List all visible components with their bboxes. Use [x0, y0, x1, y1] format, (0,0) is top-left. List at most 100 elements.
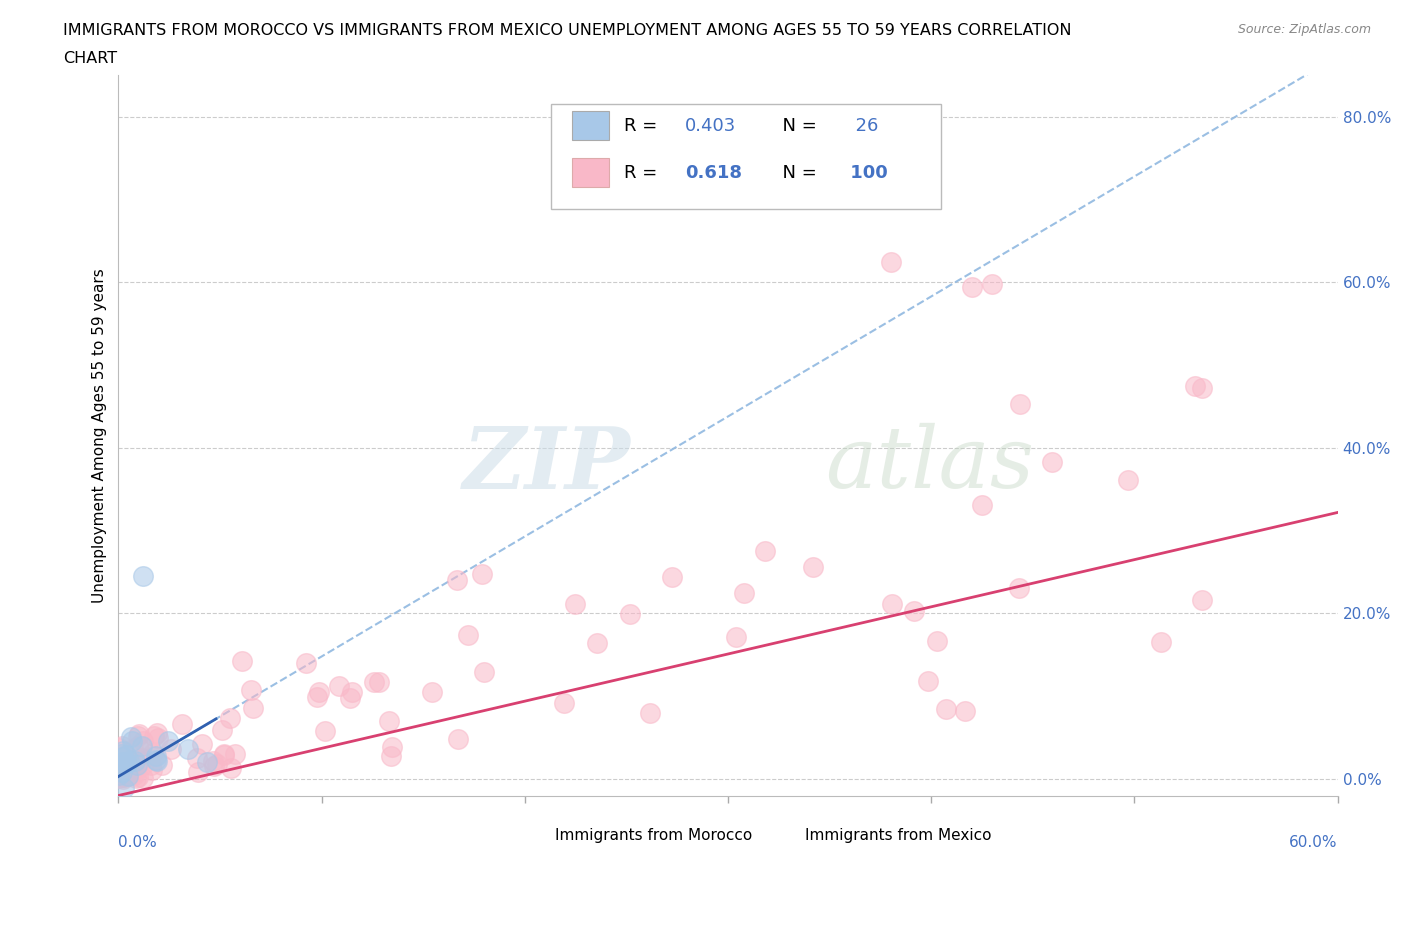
Point	[177, 742, 200, 757]
Point	[202, 759, 225, 774]
Point	[970, 498, 993, 512]
Point	[114, 748, 136, 763]
Point	[638, 706, 661, 721]
Point	[112, 756, 135, 771]
Point	[141, 763, 163, 777]
Text: Source: ZipAtlas.com: Source: ZipAtlas.com	[1237, 23, 1371, 36]
Point	[754, 544, 776, 559]
Point	[112, 769, 135, 784]
Point	[190, 737, 212, 751]
Point	[114, 764, 136, 778]
Point	[733, 586, 755, 601]
Bar	[572, 158, 609, 187]
Point	[211, 723, 233, 737]
Point	[368, 675, 391, 690]
Point	[1008, 396, 1031, 411]
Point	[141, 758, 163, 773]
Point	[111, 770, 134, 785]
Point	[960, 279, 983, 294]
Point	[457, 628, 479, 643]
Point	[115, 756, 138, 771]
Point	[1008, 581, 1031, 596]
Point	[111, 764, 134, 779]
Point	[195, 754, 218, 769]
Point	[146, 730, 169, 745]
Point	[146, 753, 169, 768]
Text: 0.403: 0.403	[685, 117, 737, 135]
Point	[132, 770, 155, 785]
Point	[127, 728, 149, 743]
Point	[1184, 379, 1206, 393]
Point	[132, 758, 155, 773]
Point	[339, 691, 361, 706]
Point	[131, 738, 153, 753]
Point	[378, 714, 401, 729]
Point	[1191, 592, 1213, 607]
Point	[1150, 634, 1173, 649]
Text: 0.0%: 0.0%	[118, 835, 157, 850]
Point	[381, 739, 404, 754]
Point	[619, 606, 641, 621]
Point	[120, 730, 142, 745]
Point	[471, 566, 494, 581]
Point	[156, 734, 179, 749]
Point	[801, 560, 824, 575]
Point	[724, 630, 747, 644]
Point	[108, 767, 131, 782]
Point	[935, 701, 957, 716]
Point	[294, 656, 316, 671]
Point	[207, 756, 229, 771]
Point	[122, 768, 145, 783]
Point	[125, 771, 148, 786]
Text: 60.0%: 60.0%	[1289, 835, 1337, 850]
Point	[146, 725, 169, 740]
Point	[472, 665, 495, 680]
Point	[380, 749, 402, 764]
Point	[124, 754, 146, 769]
Point	[132, 569, 155, 584]
Point	[553, 696, 575, 711]
Point	[145, 752, 167, 767]
Point	[114, 749, 136, 764]
Text: Immigrants from Morocco: Immigrants from Morocco	[555, 829, 752, 844]
Point	[903, 604, 925, 618]
Point	[239, 683, 262, 698]
Point	[363, 674, 385, 689]
Point	[328, 678, 350, 693]
Point	[132, 733, 155, 748]
Text: R =: R =	[624, 117, 664, 135]
Text: atlas: atlas	[825, 423, 1035, 506]
Point	[1040, 455, 1063, 470]
Text: Immigrants from Mexico: Immigrants from Mexico	[804, 829, 991, 844]
Point	[111, 750, 134, 764]
Point	[112, 743, 135, 758]
Point	[127, 738, 149, 753]
Bar	[770, 822, 797, 849]
Point	[129, 753, 152, 768]
Point	[170, 717, 193, 732]
Point	[880, 597, 903, 612]
Point	[107, 771, 129, 786]
Point	[447, 732, 470, 747]
Point	[114, 767, 136, 782]
Point	[242, 701, 264, 716]
Point	[121, 765, 143, 780]
Point	[114, 752, 136, 767]
Point	[143, 728, 166, 743]
Text: 0.618: 0.618	[685, 164, 742, 181]
Point	[112, 754, 135, 769]
Point	[219, 761, 242, 776]
Point	[117, 753, 139, 768]
Point	[586, 635, 609, 650]
Point	[186, 751, 208, 765]
Point	[308, 685, 330, 700]
Bar	[520, 822, 547, 849]
Point	[127, 770, 149, 785]
Point	[145, 749, 167, 764]
Point	[187, 764, 209, 779]
Point	[953, 704, 976, 719]
Text: R =: R =	[624, 164, 664, 181]
Point	[142, 746, 165, 761]
Point	[917, 674, 939, 689]
Point	[212, 748, 235, 763]
